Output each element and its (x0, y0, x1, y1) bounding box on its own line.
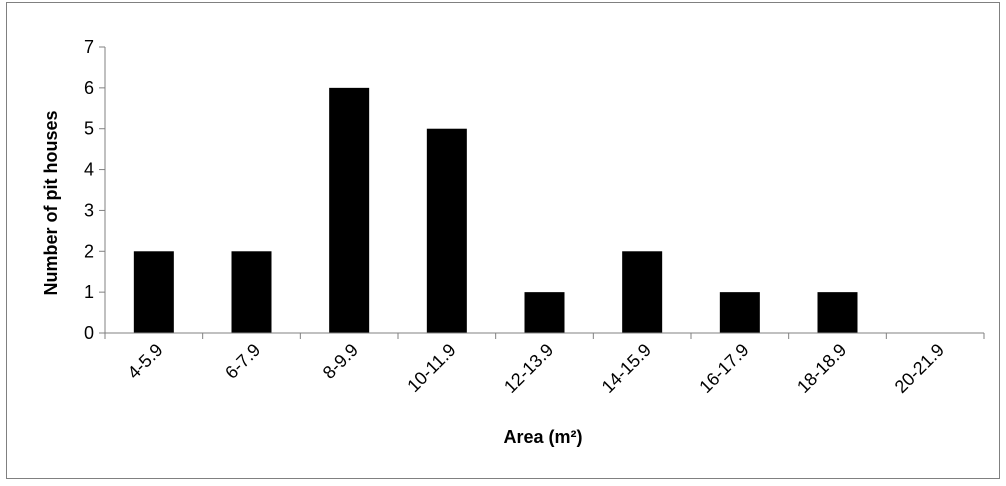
bar (133, 251, 174, 333)
bar (231, 251, 272, 333)
y-tick-label: 5 (84, 119, 94, 139)
y-axis-title: Number of pit houses (41, 110, 61, 295)
bars (133, 87, 858, 333)
y-tick-label: 3 (84, 200, 94, 220)
axes (104, 47, 984, 334)
bar (622, 251, 663, 333)
x-axis-title: Area (m²) (503, 427, 582, 447)
y-tick-label: 0 (84, 323, 94, 343)
bar (719, 292, 760, 333)
y-tick-label: 7 (84, 37, 94, 57)
bar (524, 292, 565, 333)
y-tick-label: 4 (84, 160, 94, 180)
chart-border (6, 2, 1000, 479)
bar (426, 128, 467, 333)
y-axis-ticks: 0 1 2 3 4 5 6 7 (84, 37, 105, 343)
y-tick-label: 1 (84, 282, 94, 302)
bar (817, 292, 858, 333)
y-tick-label: 6 (84, 78, 94, 98)
y-tick-label: 2 (84, 241, 94, 261)
bar (329, 87, 370, 333)
